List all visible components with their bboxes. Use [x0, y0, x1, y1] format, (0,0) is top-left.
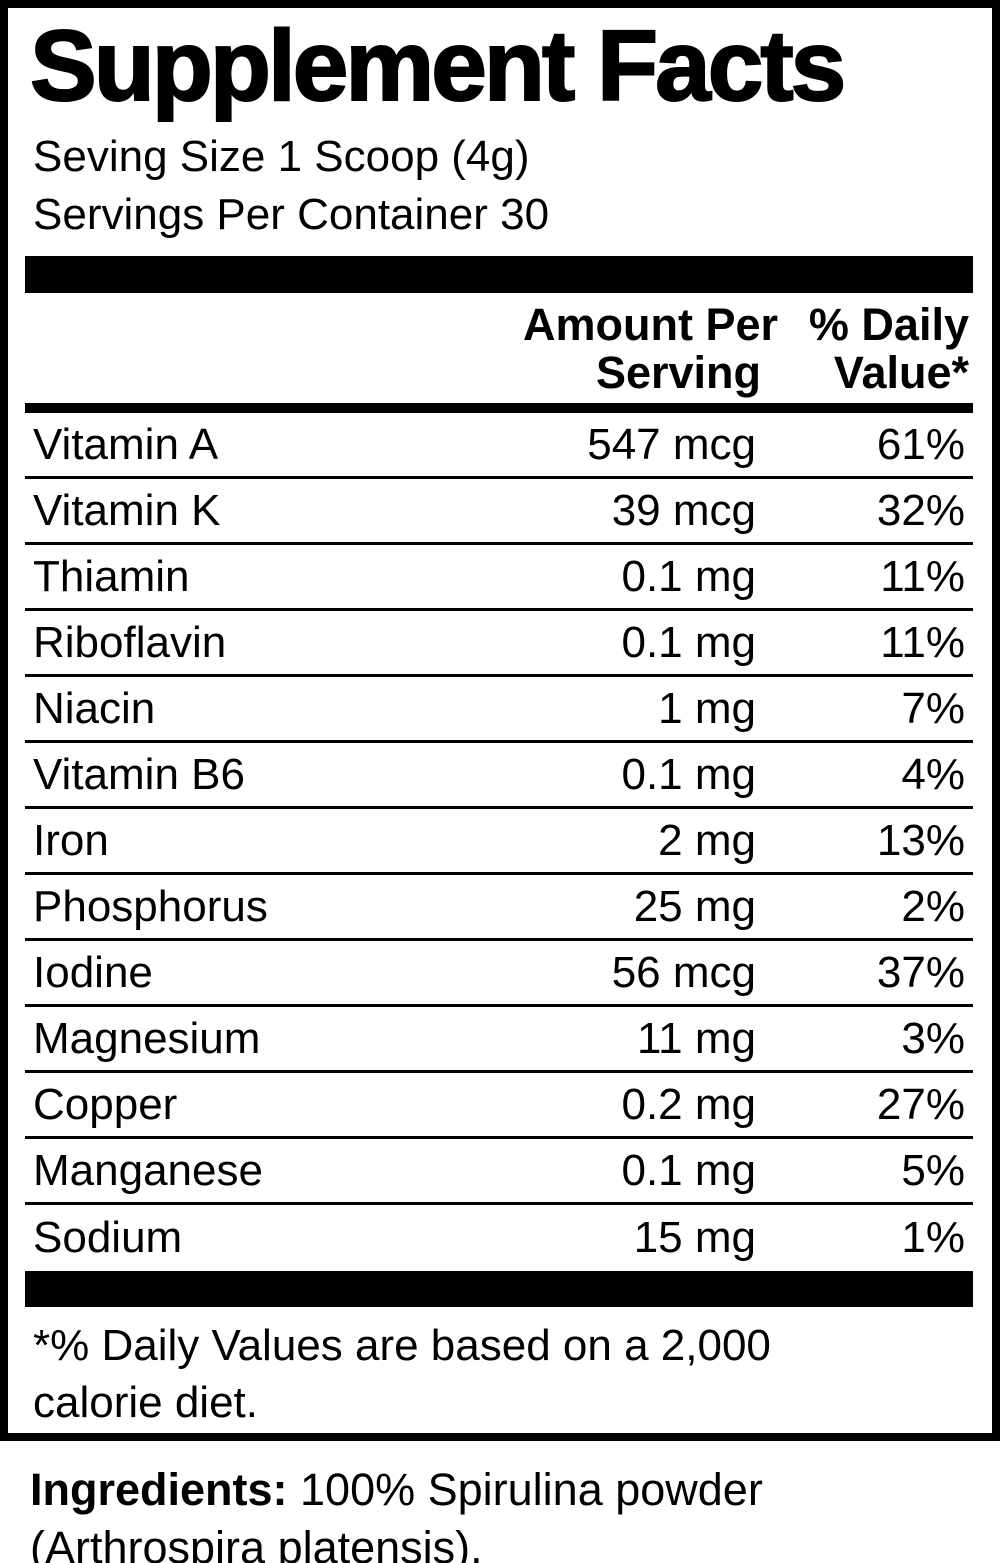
- nutrient-daily-value: 27%: [876, 1079, 965, 1129]
- nutrient-row: Iron 2 mg 13%: [25, 809, 973, 875]
- nutrient-name: Sodium: [33, 1213, 183, 1262]
- table-header-row: Amount Per Serving % Daily Value*: [25, 301, 973, 397]
- nutrient-row: Vitamin A 547 mcg 61%: [25, 413, 973, 479]
- ingredients-label: Ingredients:: [30, 1464, 288, 1515]
- nutrient-amount: 2 mg: [658, 815, 756, 865]
- nutrient-row: Sodium 15 mg 1%: [25, 1205, 973, 1271]
- ingredients-text: 100% Spirulina powder (Arthrospira plate…: [30, 1464, 763, 1563]
- nutrient-name: Magnesium: [33, 1013, 261, 1063]
- nutrient-row: Vitamin B6 0.1 mg 4%: [25, 743, 973, 809]
- nutrient-name: Niacin: [33, 683, 156, 733]
- nutrient-table: Vitamin A 547 mcg 61% Vitamin K 39 mcg 3…: [25, 413, 973, 1271]
- nutrient-row: Niacin 1 mg 7%: [25, 677, 973, 743]
- divider-bar-medium: [25, 403, 973, 413]
- footnote-line2: calorie diet.: [33, 1378, 259, 1427]
- nutrient-name: Vitamin B6: [33, 749, 245, 799]
- serving-info: Seving Size 1 Scoop (4g) Servings Per Co…: [25, 128, 973, 244]
- nutrient-name: Iron: [33, 815, 109, 865]
- divider-bar-thick-bottom: [25, 1271, 973, 1307]
- nutrient-daily-value: 11%: [880, 617, 965, 667]
- nutrient-daily-value: 13%: [876, 815, 965, 865]
- amount-column-header: Amount Per Serving: [523, 299, 779, 398]
- nutrient-daily-value: 5%: [901, 1145, 965, 1195]
- nutrient-name: Vitamin A: [33, 419, 219, 469]
- nutrient-name: Phosphorus: [33, 881, 268, 931]
- nutrient-daily-value: 2%: [901, 881, 965, 931]
- nutrient-amount: 15 mg: [633, 1213, 756, 1262]
- daily-value-header-line2: Value*: [833, 347, 969, 398]
- daily-value-header-line1: % Daily: [808, 299, 969, 350]
- nutrient-daily-value: 3%: [901, 1013, 965, 1063]
- nutrient-amount: 0.2 mg: [621, 1079, 756, 1129]
- nutrient-name: Manganese: [33, 1145, 263, 1195]
- nutrient-daily-value: 7%: [901, 683, 965, 733]
- nutrient-row: Manganese 0.1 mg 5%: [25, 1139, 973, 1205]
- nutrient-amount: 0.1 mg: [621, 749, 756, 799]
- nutrient-amount: 39 mcg: [611, 485, 756, 535]
- nutrient-row: Thiamin 0.1 mg 11%: [25, 545, 973, 611]
- nutrient-row: Vitamin K 39 mcg 32%: [25, 479, 973, 545]
- servings-per-container-text: Servings Per Container 30: [33, 190, 550, 239]
- nutrient-daily-value: 32%: [876, 485, 965, 535]
- nutrient-daily-value: 4%: [901, 749, 965, 799]
- nutrient-daily-value: 1%: [901, 1213, 965, 1262]
- amount-header-line2: Serving: [595, 347, 761, 398]
- nutrient-name: Riboflavin: [33, 617, 227, 667]
- serving-size-text: Seving Size 1 Scoop (4g): [33, 132, 530, 181]
- nutrient-amount: 0.1 mg: [621, 1145, 756, 1195]
- daily-value-column-header: % Daily Value*: [761, 301, 973, 397]
- supplement-facts-panel: Supplement Facts Seving Size 1 Scoop (4g…: [0, 0, 1000, 1441]
- nutrient-amount: 1 mg: [658, 683, 756, 733]
- divider-bar-thick-top: [25, 256, 973, 293]
- nutrient-daily-value: 37%: [876, 947, 965, 997]
- nutrient-amount: 0.1 mg: [621, 617, 756, 667]
- nutrient-name: Copper: [33, 1079, 178, 1129]
- nutrient-name: Vitamin K: [33, 485, 221, 535]
- nutrient-amount: 0.1 mg: [621, 551, 756, 601]
- nutrient-name: Iodine: [33, 947, 153, 997]
- nutrient-daily-value: 11%: [880, 551, 965, 601]
- nutrient-amount: 11 mg: [636, 1013, 756, 1063]
- nutrient-name: Thiamin: [33, 551, 190, 601]
- nutrient-amount: 25 mg: [633, 881, 756, 931]
- ingredients-section: Ingredients: 100% Spirulina powder (Arth…: [30, 1461, 980, 1563]
- amount-header-line1: Amount Per: [523, 299, 779, 350]
- daily-value-footnote: *% Daily Values are based on a 2,000 cal…: [25, 1317, 973, 1431]
- nutrient-row: Phosphorus 25 mg 2%: [25, 875, 973, 941]
- nutrient-amount: 56 mcg: [611, 947, 756, 997]
- panel-title: Supplement Facts: [29, 10, 847, 122]
- nutrient-row: Iodine 56 mcg 37%: [25, 941, 973, 1007]
- nutrient-row: Magnesium 11 mg 3%: [25, 1007, 973, 1073]
- nutrient-amount: 547 mcg: [587, 419, 756, 469]
- nutrient-daily-value: 61%: [876, 419, 965, 469]
- nutrient-row: Riboflavin 0.1 mg 11%: [25, 611, 973, 677]
- footnote-line1: *% Daily Values are based on a 2,000: [33, 1321, 771, 1370]
- nutrient-row: Copper 0.2 mg 27%: [25, 1073, 973, 1139]
